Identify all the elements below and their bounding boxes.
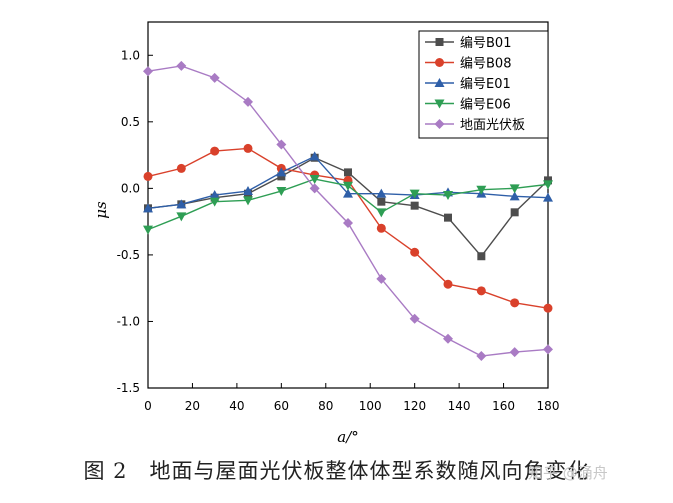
data-point: [143, 171, 153, 181]
data-point: [476, 351, 487, 362]
data-point: [376, 273, 387, 284]
data-point: [509, 191, 520, 201]
data-point: [143, 225, 153, 235]
data-point: [476, 286, 486, 296]
data-point: [276, 167, 287, 177]
x-axis-label: a/°: [337, 428, 359, 446]
data-point: [409, 189, 420, 199]
data-point: [510, 298, 520, 308]
x-tick-label: 140: [448, 399, 471, 413]
legend-label: 编号E01: [460, 77, 511, 92]
data-point: [477, 252, 486, 261]
y-axis-label: μs: [92, 201, 110, 219]
x-tick-label: 60: [274, 399, 289, 413]
data-point: [443, 333, 453, 344]
data-point: [309, 151, 320, 161]
legend-label: 编号E06: [460, 98, 511, 113]
data-point: [243, 96, 253, 107]
data-point: [143, 203, 153, 213]
data-point: [309, 183, 320, 194]
axis-ticks: 0 20 40 60 80 100 120 140 160 180 -1.5 -1.0 -0.5 0.0 0…: [117, 48, 560, 413]
data-point: [276, 187, 287, 197]
data-point: [143, 66, 153, 77]
data-point: [176, 212, 187, 222]
data-point: [443, 191, 453, 201]
data-point: [376, 188, 387, 198]
data-point: [243, 196, 253, 206]
data-point: [543, 192, 553, 202]
legend: 编号B01 编号B08 编号E01 编号E06 地面光伏板: [418, 30, 549, 139]
legend-marker: [435, 58, 444, 67]
y-tick-label: -0.5: [117, 248, 140, 262]
x-tick-label: 100: [359, 399, 382, 413]
series-group: [143, 60, 553, 362]
data-point: [176, 199, 187, 209]
data-point: [343, 188, 353, 198]
data-point: [243, 143, 253, 153]
data-point: [243, 186, 253, 196]
figure-caption: 图 2 地面与屋面光伏板整体体型系数随风向角变化: [0, 455, 673, 485]
data-point: [510, 208, 519, 217]
data-point: [410, 247, 420, 257]
legend-marker: [435, 38, 444, 46]
data-point: [176, 163, 186, 173]
data-point: [444, 213, 452, 222]
data-point: [410, 201, 419, 210]
data-point: [409, 313, 420, 324]
data-point: [176, 60, 187, 71]
figure-number: 图 2: [83, 459, 128, 483]
data-point: [476, 185, 487, 195]
y-tick-label: -1.0: [117, 314, 140, 328]
data-point: [343, 217, 353, 228]
y-tick-label: 0.0: [121, 181, 140, 195]
x-tick-label: 180: [537, 399, 560, 413]
data-point: [209, 190, 220, 200]
data-point: [543, 303, 553, 313]
legend-marker: [434, 99, 445, 109]
y-tick-label: 1.0: [121, 48, 140, 62]
data-point: [344, 168, 352, 177]
legend-label: 编号B01: [460, 36, 511, 51]
legend-marker: [434, 119, 445, 129]
data-point: [509, 184, 520, 194]
x-tick-label: 160: [492, 399, 515, 413]
x-tick-label: 120: [403, 399, 426, 413]
data-point: [376, 208, 387, 218]
data-point: [309, 175, 320, 185]
legend-label: 地面光伏板: [460, 118, 525, 133]
figure-caption-text: 地面与屋面光伏板整体体型系数随风向角变化: [149, 459, 590, 483]
legend-marker: [434, 78, 445, 87]
data-point: [509, 347, 520, 358]
x-tick-label: 0: [144, 399, 152, 413]
y-tick-label: -1.5: [117, 381, 140, 395]
data-point: [343, 181, 353, 191]
line-chart: 0 20 40 60 80 100 120 140 160 180 -1.5 -1.0 -0.5 0.0 0…: [92, 21, 560, 446]
series-layer: [143, 60, 553, 362]
x-tick-label: 80: [318, 399, 333, 413]
data-point: [543, 180, 553, 190]
data-point: [443, 279, 453, 289]
series-group: [143, 175, 553, 235]
data-point: [543, 344, 553, 355]
legend-label: 编号B08: [460, 57, 511, 72]
data-point: [276, 139, 287, 150]
watermark: 知乎 @涌舟: [528, 464, 608, 482]
series-group: [144, 153, 552, 261]
data-point: [209, 72, 220, 83]
data-point: [376, 223, 386, 233]
x-tick-label: 20: [185, 399, 200, 413]
y-tick-label: 0.5: [121, 115, 140, 129]
data-point: [209, 197, 220, 207]
data-point: [377, 197, 386, 206]
data-point: [210, 146, 220, 156]
x-tick-label: 40: [229, 399, 244, 413]
